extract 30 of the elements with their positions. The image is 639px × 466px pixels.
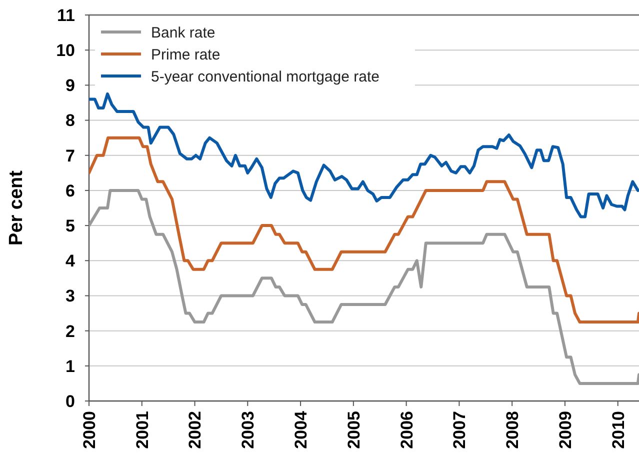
x-tick-label: 2007 bbox=[450, 411, 470, 449]
y-axis-title: Per cent bbox=[6, 170, 27, 246]
y-tick-label: 2 bbox=[66, 322, 75, 341]
y-tick-label: 11 bbox=[57, 6, 75, 25]
y-tick-label: 3 bbox=[66, 286, 75, 306]
x-tick-label: 2002 bbox=[186, 411, 205, 449]
line-series bbox=[89, 188, 639, 385]
x-tick-label: 2005 bbox=[344, 411, 364, 449]
y-tick-label: 0 bbox=[66, 392, 75, 411]
x-tick-label: 2010 bbox=[608, 411, 628, 449]
y-tick-label: 6 bbox=[66, 181, 75, 200]
line-series bbox=[89, 136, 639, 324]
y-tick-label: 9 bbox=[66, 76, 75, 96]
x-tick-label: 2001 bbox=[132, 411, 152, 449]
y-tick-label: 1 bbox=[66, 356, 75, 376]
y-tick-label: 8 bbox=[66, 111, 75, 130]
x-tick-label: 2008 bbox=[503, 411, 522, 449]
y-tick-label: 5 bbox=[66, 216, 75, 236]
line-series bbox=[89, 92, 639, 218]
y-tick-label: 4 bbox=[66, 252, 76, 271]
legend-label: Bank rate bbox=[151, 24, 216, 42]
x-tick-label: 2006 bbox=[397, 411, 416, 449]
legend-label: Prime rate bbox=[151, 46, 220, 64]
x-tick-label: 2000 bbox=[80, 411, 99, 449]
x-tick-label: 2009 bbox=[556, 411, 575, 449]
y-tick-label: 10 bbox=[56, 41, 75, 60]
y-tick-label: 7 bbox=[66, 146, 75, 166]
x-tick-label: 2003 bbox=[238, 411, 258, 449]
legend-label: 5-year conventional mortgage rate bbox=[151, 68, 380, 86]
x-tick-label: 2004 bbox=[291, 410, 310, 449]
